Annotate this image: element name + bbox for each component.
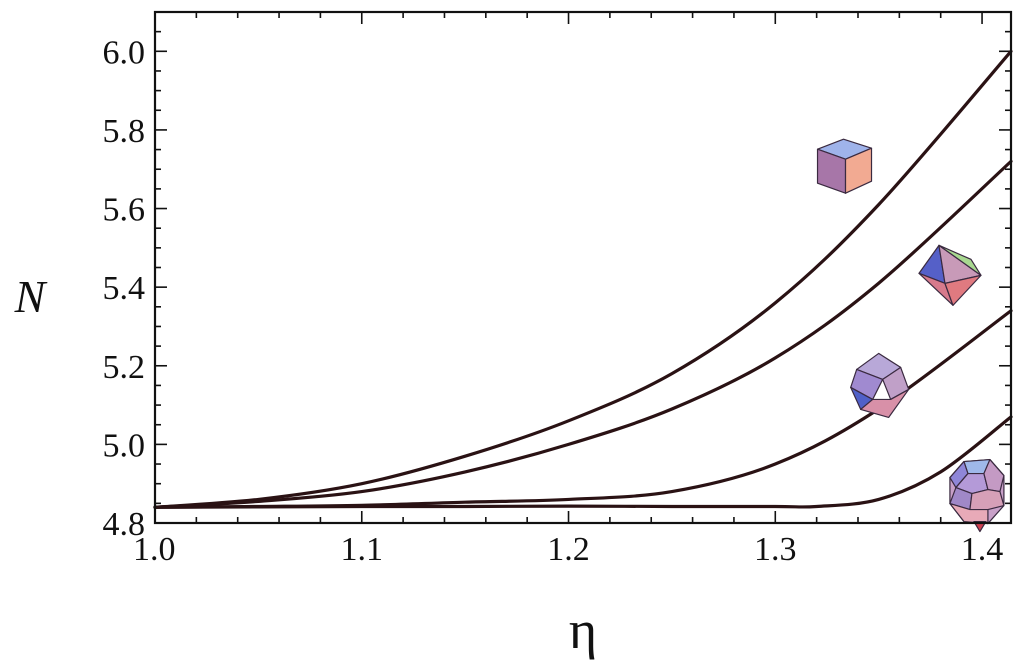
rhombic-face-bottom: [860, 388, 910, 419]
series-lines: [153, 49, 1013, 509]
truncated-polyhedron-icon: [949, 458, 1005, 533]
y-tick-label: 5.8: [103, 113, 146, 150]
y-axis-title: N: [14, 271, 48, 322]
plot-frame: [153, 10, 1013, 525]
y-tick-label: 5.0: [103, 427, 146, 464]
cube-face-right: [844, 147, 873, 194]
x-tick-label: 1.2: [547, 531, 590, 568]
cube-icon: [816, 138, 873, 194]
tick-labels: 1.0 1.1 1.2 1.3 1.4 4.8 5.0 5.2 5.4 5.6 5.8 6.0: [103, 34, 1004, 568]
x-tick-label: 1.4: [961, 531, 1004, 568]
axis-ticks: [154, 11, 1011, 524]
y-tick-label: 6.0: [103, 34, 146, 71]
y-tick-label: 4.8: [103, 506, 146, 543]
trunc-face-upper-right: [983, 458, 1005, 493]
series-line-1: [153, 49, 1013, 509]
polyhedron-icons: [816, 138, 1005, 533]
series-line-4: [153, 415, 1013, 509]
octa-face-3: [938, 244, 982, 276]
y-tick-label: 5.6: [103, 192, 146, 229]
x-tick-label: 1.1: [341, 531, 384, 568]
x-tick-label: 1.0: [133, 531, 176, 568]
octa-face-5: [944, 274, 982, 306]
octahedron-icon: [918, 244, 982, 306]
y-tick-label: 5.4: [103, 270, 146, 307]
series-line-2: [153, 159, 1013, 509]
rhombic-dodecahedron-icon: [850, 352, 910, 419]
y-tick-label: 5.2: [103, 349, 146, 386]
trunc-face-right: [969, 488, 1005, 511]
x-tick-label: 1.3: [754, 531, 797, 568]
x-axis-title: η: [569, 600, 597, 660]
